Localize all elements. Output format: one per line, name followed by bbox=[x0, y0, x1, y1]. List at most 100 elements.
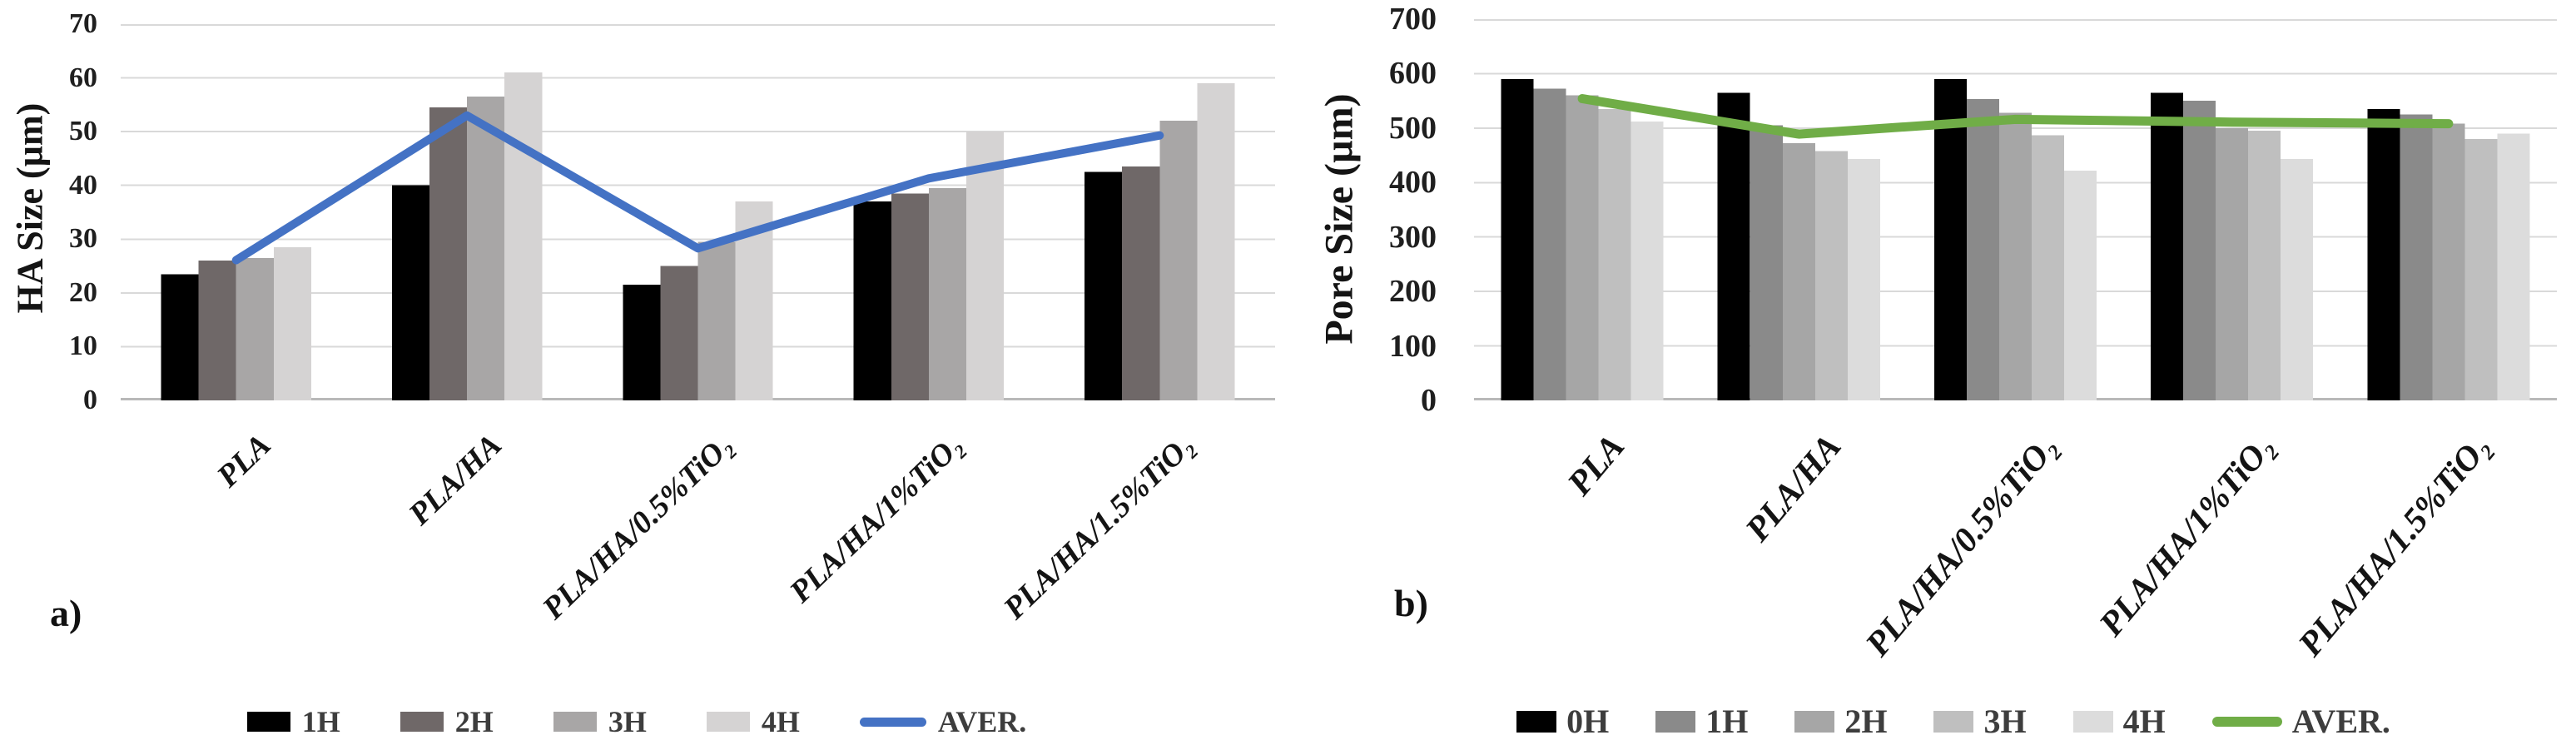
y-axis-tick-label: 200 bbox=[1389, 274, 1437, 310]
bar-3h-cat1 bbox=[1598, 109, 1631, 400]
bar-2h-cat2 bbox=[429, 107, 468, 400]
bar-3h-cat1 bbox=[236, 257, 274, 400]
bar-0h-cat3 bbox=[1933, 79, 1967, 400]
x-category-label: PLA/HA/1%TiO₂ bbox=[2092, 427, 2282, 644]
plot-area bbox=[1474, 19, 2557, 401]
bar-2h-cat4 bbox=[2216, 127, 2249, 400]
bar-1h-cat4 bbox=[853, 201, 891, 400]
legend-label: 4H bbox=[761, 705, 800, 738]
bar-4h-cat1 bbox=[273, 247, 311, 400]
y-axis-tick-label: 100 bbox=[1389, 328, 1437, 364]
legend: 1H 2H 3H 4H AVER. bbox=[121, 699, 1153, 744]
average-line bbox=[231, 111, 1164, 265]
y-axis-tick-label: 0 bbox=[83, 385, 97, 415]
bar-4h-cat4 bbox=[2281, 159, 2314, 400]
panel-a: HA Size (µm) a) 1H 2H 3H 4H AVER. 0 10 20 30 40 5… bbox=[10, 8, 1275, 744]
legend-swatch bbox=[706, 712, 750, 732]
x-category-label: PLA/HA/1.5%TiO₂ bbox=[997, 427, 1202, 627]
bar-0h-cat4 bbox=[2151, 92, 2184, 401]
bar-1h-cat4 bbox=[2183, 101, 2216, 400]
y-axis-tick-label: 70 bbox=[69, 8, 97, 39]
bar-3h-cat3 bbox=[697, 241, 736, 400]
bar-3h-cat2 bbox=[467, 97, 505, 400]
y-axis-tick-label: 10 bbox=[69, 330, 97, 362]
bar-0h-cat1 bbox=[1501, 79, 1534, 400]
legend-label: AVER. bbox=[937, 705, 1027, 738]
bar-3h-cat4 bbox=[2248, 131, 2281, 400]
bar-3h-cat2 bbox=[1814, 151, 1848, 401]
x-category-label: PLA bbox=[210, 427, 278, 494]
bar-4h-cat2 bbox=[1847, 159, 1880, 400]
legend-label: 2H bbox=[1844, 703, 1888, 740]
legend-item: AVER. bbox=[2211, 703, 2390, 740]
legend-item: 2H bbox=[400, 707, 494, 737]
x-category-label: PLA/HA/1%TiO₂ bbox=[783, 427, 970, 610]
legend-label: 3H bbox=[1983, 703, 2027, 740]
legend-item: 1H bbox=[246, 705, 340, 738]
bar-4h-cat5 bbox=[1197, 83, 1235, 400]
y-axis-tick-label: 500 bbox=[1389, 110, 1437, 146]
chart-canvas bbox=[1474, 19, 2557, 401]
bar-1h-cat1 bbox=[1533, 88, 1566, 400]
bar-2h-cat5 bbox=[2432, 123, 2465, 400]
bar-2h-cat3 bbox=[660, 266, 698, 400]
average-line bbox=[1577, 94, 2454, 139]
bar-1h-cat2 bbox=[1750, 125, 1783, 400]
legend-label: 1H bbox=[301, 705, 340, 738]
y-axis-tick-label: 0 bbox=[1421, 383, 1437, 418]
x-category-label: PLA/HA bbox=[402, 427, 509, 533]
bar-1h-cat3 bbox=[1967, 99, 1999, 400]
legend-swatch bbox=[1516, 711, 1557, 733]
legend-swatch bbox=[2072, 711, 2113, 733]
bar-0h-cat2 bbox=[1717, 92, 1750, 401]
bar-1h-cat1 bbox=[161, 274, 199, 400]
legend-item: 3H bbox=[1933, 703, 2027, 740]
y-axis-tick-label: 600 bbox=[1389, 56, 1437, 92]
bar-4h-cat4 bbox=[966, 132, 1005, 400]
bar-1h-cat5 bbox=[1085, 171, 1123, 400]
bar-1h-cat2 bbox=[391, 185, 429, 400]
legend-label: AVER. bbox=[2291, 703, 2390, 740]
bar-1h-cat3 bbox=[623, 285, 661, 400]
legend-item: 2H bbox=[1794, 705, 1887, 738]
plot-area bbox=[121, 24, 1275, 400]
legend-label: 4H bbox=[2122, 703, 2166, 740]
legend-item: 3H bbox=[553, 707, 647, 737]
y-axis-tick-label: 300 bbox=[1389, 219, 1437, 255]
y-axis-tick-label: 700 bbox=[1389, 2, 1437, 37]
y-axis-tick-label: 20 bbox=[69, 276, 97, 308]
bar-3h-cat5 bbox=[2464, 138, 2498, 400]
bar-0h-cat5 bbox=[2367, 109, 2400, 400]
panel-b: Pore Size (µm) b) 0H 1H 2H 3H 4H AVER. 0 100 20… bbox=[1288, 0, 2576, 755]
y-axis-tick-label: 40 bbox=[69, 169, 97, 201]
bar-3h-cat4 bbox=[928, 187, 966, 400]
bar-2h-cat4 bbox=[891, 193, 929, 400]
legend-swatch bbox=[1794, 711, 1835, 733]
legend-label: 0H bbox=[1566, 703, 1610, 740]
y-axis-tick-label: 50 bbox=[69, 116, 97, 147]
legend-item: 0H bbox=[1516, 705, 1609, 738]
legend-item: 4H bbox=[706, 705, 800, 738]
x-category-label: PLA/HA/0.5%TiO₂ bbox=[1858, 427, 2066, 664]
x-category-label: PLA/HA/0.5%TiO₂ bbox=[535, 427, 740, 627]
legend-line-swatch bbox=[859, 717, 926, 727]
y-axis-tick-label: 30 bbox=[69, 223, 97, 255]
legend-line-swatch bbox=[2211, 717, 2282, 727]
chart-canvas bbox=[121, 24, 1275, 400]
x-category-label: PLA bbox=[1560, 427, 1632, 504]
legend-label: 1H bbox=[1705, 703, 1749, 740]
legend-swatch bbox=[1933, 711, 1974, 733]
legend-swatch bbox=[553, 712, 597, 732]
bar-1h-cat5 bbox=[2400, 114, 2433, 400]
legend: 0H 1H 2H 3H 4H AVER. bbox=[1404, 699, 2503, 744]
bar-3h-cat3 bbox=[2032, 135, 2064, 400]
bar-2h-cat3 bbox=[1999, 112, 2032, 400]
bar-4h-cat5 bbox=[2497, 133, 2530, 400]
legend-swatch bbox=[246, 712, 290, 732]
legend-item: 4H bbox=[2072, 703, 2166, 740]
legend-swatch bbox=[1655, 711, 1696, 733]
legend-label: 3H bbox=[608, 705, 647, 738]
bar-2h-cat1 bbox=[198, 261, 236, 400]
bar-2h-cat1 bbox=[1566, 95, 1599, 400]
